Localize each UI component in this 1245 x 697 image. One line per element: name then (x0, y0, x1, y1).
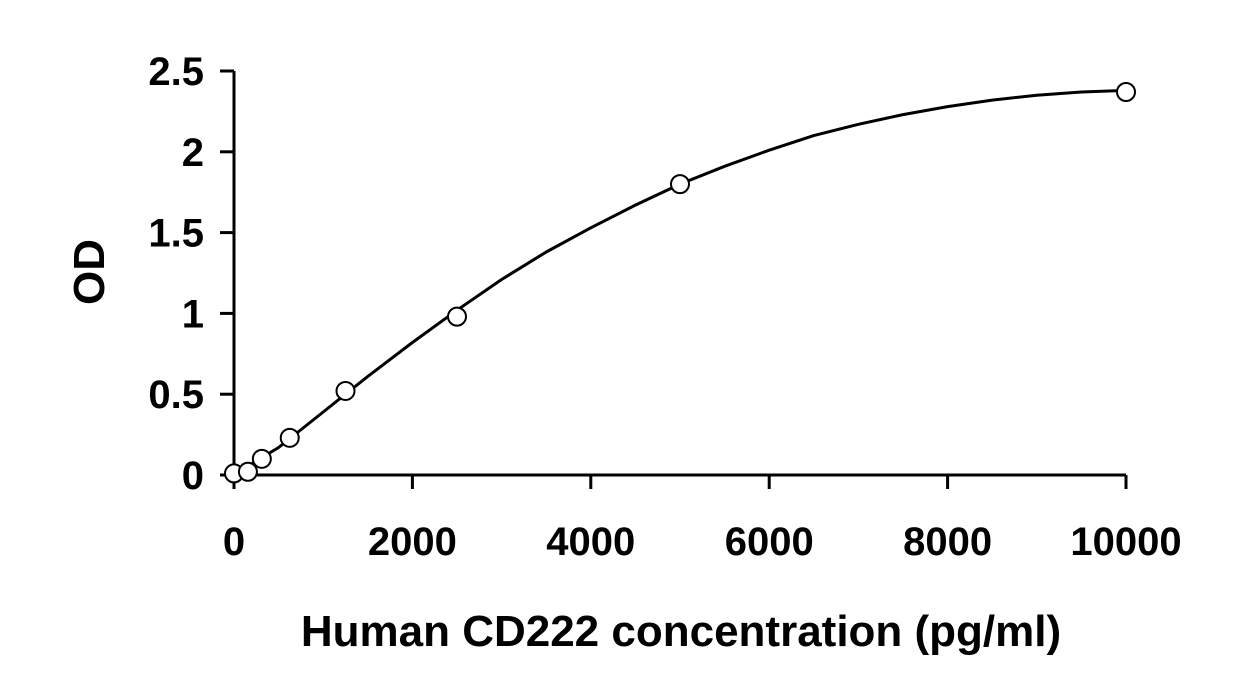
x-tick-label: 2000 (368, 520, 457, 564)
ticks: 0 0.5 1 1.5 2 2.5 0 2000 4000 6000 8000 10000 (148, 50, 1181, 564)
y-tick-label: 1 (182, 292, 204, 336)
x-tick-label: 4000 (546, 520, 635, 564)
x-tick-label: 8000 (903, 520, 992, 564)
x-tick-label: 6000 (725, 520, 814, 564)
data-points (224, 82, 1136, 484)
fit-curve-group (237, 88, 1127, 474)
y-tick-label: 2.5 (148, 50, 204, 94)
data-point (447, 306, 467, 327)
axes (232, 71, 1126, 477)
data-point (335, 380, 356, 401)
data-point (251, 448, 272, 469)
y-tick-label: 0.5 (148, 373, 204, 417)
fit-curve (237, 88, 1127, 474)
x-axis-label: Human CD222 concentration (pg/ml) (301, 607, 1061, 656)
x-tick-label: 10000 (1070, 520, 1181, 564)
data-point (670, 174, 690, 195)
y-tick-label: 0 (182, 454, 204, 498)
data-point (237, 461, 258, 482)
y-tick-label: 2 (182, 131, 204, 175)
y-tick-label: 1.5 (148, 212, 204, 256)
data-point (279, 427, 300, 448)
x-tick-label: 0 (223, 520, 245, 564)
data-point (1116, 82, 1136, 103)
y-axis-label: OD (65, 239, 114, 305)
